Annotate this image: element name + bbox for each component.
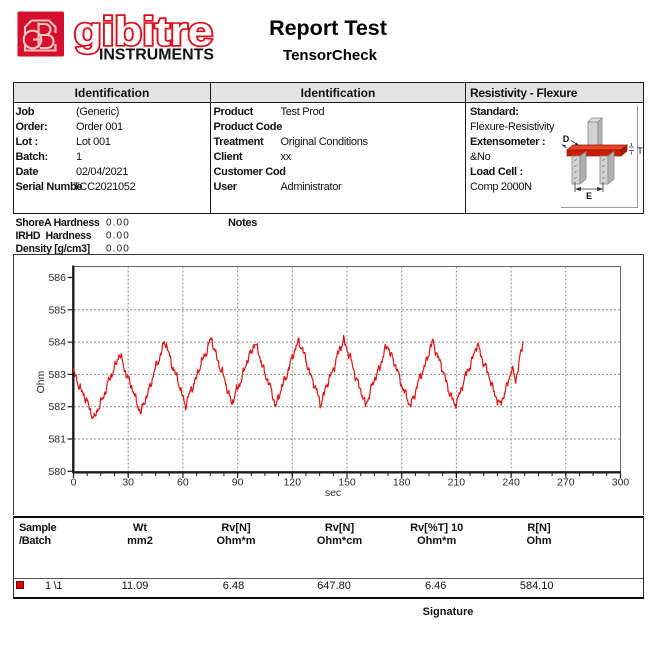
svg-text:150: 150 [338, 477, 356, 489]
svg-text:270: 270 [557, 477, 575, 489]
svg-text:582: 582 [48, 401, 66, 413]
svg-text:60: 60 [177, 477, 189, 489]
svg-text:0: 0 [71, 477, 77, 489]
svg-text:sec: sec [325, 487, 341, 499]
svg-text:gibitre: gibitre [74, 10, 213, 54]
svg-text:210: 210 [448, 477, 466, 489]
svg-text:D: D [563, 134, 570, 144]
svg-text:T: T [637, 146, 643, 157]
svg-text:90: 90 [232, 477, 244, 489]
svg-text:30: 30 [122, 477, 134, 489]
svg-text:581: 581 [48, 434, 66, 446]
svg-text:240: 240 [502, 477, 520, 489]
svg-text:Ohm: Ohm [35, 370, 47, 393]
svg-text:580: 580 [48, 466, 66, 478]
svg-text:300: 300 [612, 477, 630, 489]
svg-text:E: E [586, 191, 592, 201]
svg-text:584: 584 [48, 337, 66, 349]
svg-text:585: 585 [48, 304, 66, 316]
svg-text:180: 180 [393, 477, 411, 489]
svg-text:120: 120 [284, 477, 302, 489]
svg-text:583: 583 [48, 369, 66, 381]
svg-text:INSTRUMENTS: INSTRUMENTS [99, 47, 214, 64]
svg-text:586: 586 [48, 272, 66, 284]
